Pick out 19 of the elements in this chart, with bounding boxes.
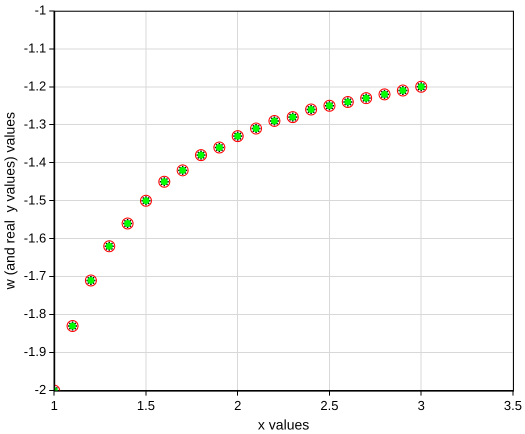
y-tick-label: -1 [34, 2, 46, 18]
y-tick-label: -1.2 [24, 78, 46, 94]
y-tick-label: -1.7 [24, 268, 46, 284]
x-tick-label: 2 [234, 398, 242, 413]
y-tick-label: -1.8 [24, 306, 46, 322]
x-tick-label: 1.5 [136, 398, 155, 413]
x-tick-label: 3.5 [504, 398, 522, 413]
y-tick-label: -1.4 [24, 154, 46, 170]
y-axis-title: w (and real y values) values [1, 112, 18, 290]
y-tick-label: -2 [34, 382, 46, 398]
y-tick-label: -1.6 [24, 230, 46, 246]
y-tick-label: -1.3 [24, 116, 46, 132]
x-tick-label: 2.5 [320, 398, 338, 413]
y-tick-label: -1.5 [24, 192, 46, 208]
y-tick-label: -1.1 [24, 40, 46, 56]
x-tick-label: 1 [50, 398, 58, 413]
y-tick-label: -1.9 [24, 344, 46, 360]
x-tick-label: 3 [418, 398, 425, 413]
x-axis-title: x values [258, 416, 310, 432]
